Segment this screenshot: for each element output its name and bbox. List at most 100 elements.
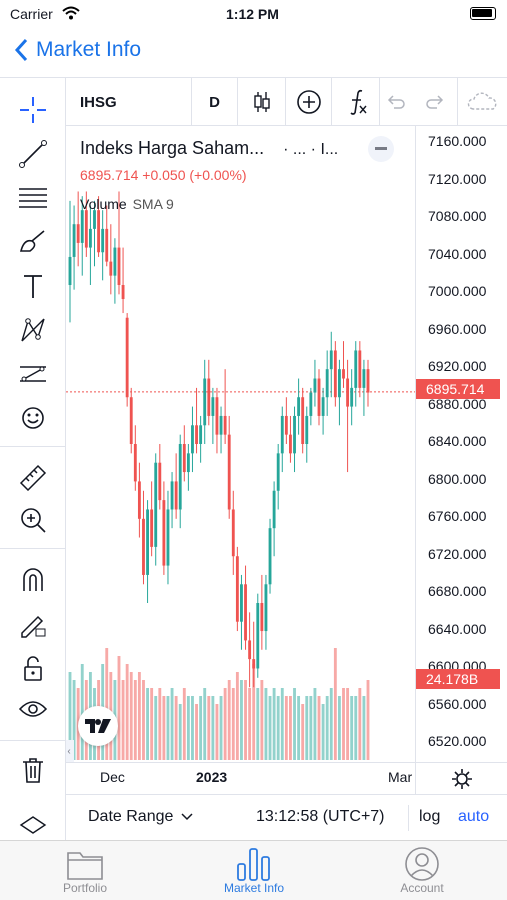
price-tick: 6880.000 — [428, 396, 487, 412]
trendline-tool[interactable] — [13, 136, 53, 172]
tab-market-info[interactable]: Market Info — [194, 847, 314, 895]
log-scale-toggle[interactable]: log — [419, 808, 441, 825]
price-axis[interactable]: 7160.000 7120.000 7080.000 7040.000 7000… — [415, 126, 507, 762]
date-range-button[interactable]: Date Range — [88, 808, 193, 826]
chart-settings-button[interactable] — [415, 763, 507, 795]
candle-body — [280, 415, 284, 454]
candle-body — [158, 462, 162, 501]
candle-body — [256, 603, 260, 669]
candle-body — [268, 528, 272, 585]
battery-icon — [470, 7, 496, 20]
volume-bar — [252, 664, 256, 760]
tab-account[interactable]: Account — [362, 847, 482, 895]
volume-bar — [358, 688, 362, 760]
candle-body — [297, 397, 301, 416]
toolbar-divider — [0, 740, 66, 741]
candle-body — [325, 369, 329, 398]
trash-icon — [23, 758, 43, 783]
volume-bar — [325, 696, 329, 760]
visibility-tool[interactable] — [13, 692, 53, 728]
volume-bar — [244, 680, 247, 760]
volume-bar — [150, 688, 154, 760]
layers-tool[interactable] — [13, 808, 53, 844]
volume-bar — [105, 648, 109, 760]
collapse-legend-button[interactable] — [368, 136, 394, 162]
candle-body — [133, 444, 137, 482]
candle-body — [276, 453, 280, 491]
volume-bar — [329, 688, 333, 760]
time-tick: Mar — [388, 769, 413, 785]
crosshair-tool[interactable] — [13, 92, 53, 128]
candle-body — [162, 500, 166, 566]
brush-tool[interactable] — [13, 224, 53, 260]
fib-tool[interactable] — [13, 180, 53, 216]
volume-bar — [68, 672, 72, 760]
volume-bar — [158, 688, 162, 760]
undo-button[interactable] — [380, 78, 412, 126]
layers-icon — [19, 816, 47, 834]
indicators-button[interactable] — [332, 78, 380, 126]
cloud-save-button[interactable] — [458, 78, 507, 126]
pattern-icon — [21, 318, 45, 342]
candle-body — [84, 210, 88, 248]
chart-pane[interactable]: Indeks Harga Saham... · ... · I... 6895.… — [66, 126, 415, 762]
volume-bar — [199, 696, 203, 760]
lock-tool[interactable] — [13, 650, 53, 686]
volume-bar — [297, 696, 301, 760]
emoji-tool[interactable] — [13, 400, 53, 436]
back-button[interactable]: Market Info — [14, 38, 141, 62]
price-chart[interactable] — [66, 126, 415, 762]
volume-bar — [125, 664, 129, 760]
chevron-left-icon — [14, 38, 28, 62]
lock-drawings-tool[interactable] — [13, 606, 53, 642]
volume-bar — [276, 696, 280, 760]
zoom-tool[interactable] — [13, 502, 53, 538]
candle-body — [203, 378, 207, 426]
forecast-tool[interactable] — [13, 356, 53, 392]
undo-icon — [387, 95, 405, 109]
volume-bar — [346, 688, 350, 760]
symbol-label: IHSG — [80, 93, 117, 111]
timezone-clock[interactable]: 13:12:58 (UTC+7) — [256, 808, 385, 825]
volume-bar — [268, 696, 272, 760]
interval-button[interactable]: D — [192, 78, 238, 126]
candle-body — [223, 415, 227, 435]
auto-scale-toggle[interactable]: auto — [458, 808, 490, 825]
volume-bar — [154, 696, 158, 760]
candle-body — [137, 481, 141, 519]
minus-icon — [375, 147, 387, 150]
candle-body — [244, 584, 247, 641]
time-axis[interactable]: Dec 2023 Mar — [66, 762, 507, 795]
divider — [408, 805, 409, 831]
candle-body — [346, 378, 350, 407]
magnet-tool[interactable] — [13, 562, 53, 598]
price-tick: 6760.000 — [428, 508, 487, 524]
candle-body — [227, 434, 231, 510]
candle-body — [113, 247, 117, 276]
price-tick: 6840.000 — [428, 433, 487, 449]
delete-tool[interactable] — [13, 752, 53, 788]
volume-bar — [256, 688, 260, 760]
compare-button[interactable] — [286, 78, 332, 126]
volume-bar — [354, 696, 358, 760]
tradingview-logo[interactable] — [78, 706, 118, 746]
price-tick: 6520.000 — [428, 733, 487, 749]
candle-body — [68, 256, 72, 285]
tab-portfolio[interactable]: Portfolio — [25, 847, 145, 895]
pattern-tool[interactable] — [13, 312, 53, 348]
symbol-search-button[interactable]: IHSG — [66, 78, 192, 126]
candle-body — [289, 434, 292, 454]
measure-tool[interactable] — [13, 458, 53, 494]
price-tick: 6720.000 — [428, 546, 487, 562]
volume-bar — [142, 680, 145, 760]
volume-bar — [240, 680, 243, 760]
price-tick: 7000.000 — [428, 283, 487, 299]
redo-button[interactable] — [412, 78, 458, 126]
candle-body — [146, 509, 149, 575]
collapse-toolbar-handle[interactable]: ‹ — [66, 740, 74, 762]
toolbar-divider — [0, 446, 66, 447]
text-tool[interactable] — [13, 268, 53, 304]
candle-body — [350, 387, 354, 407]
chart-type-button[interactable] — [238, 78, 286, 126]
candle-body — [154, 462, 158, 547]
